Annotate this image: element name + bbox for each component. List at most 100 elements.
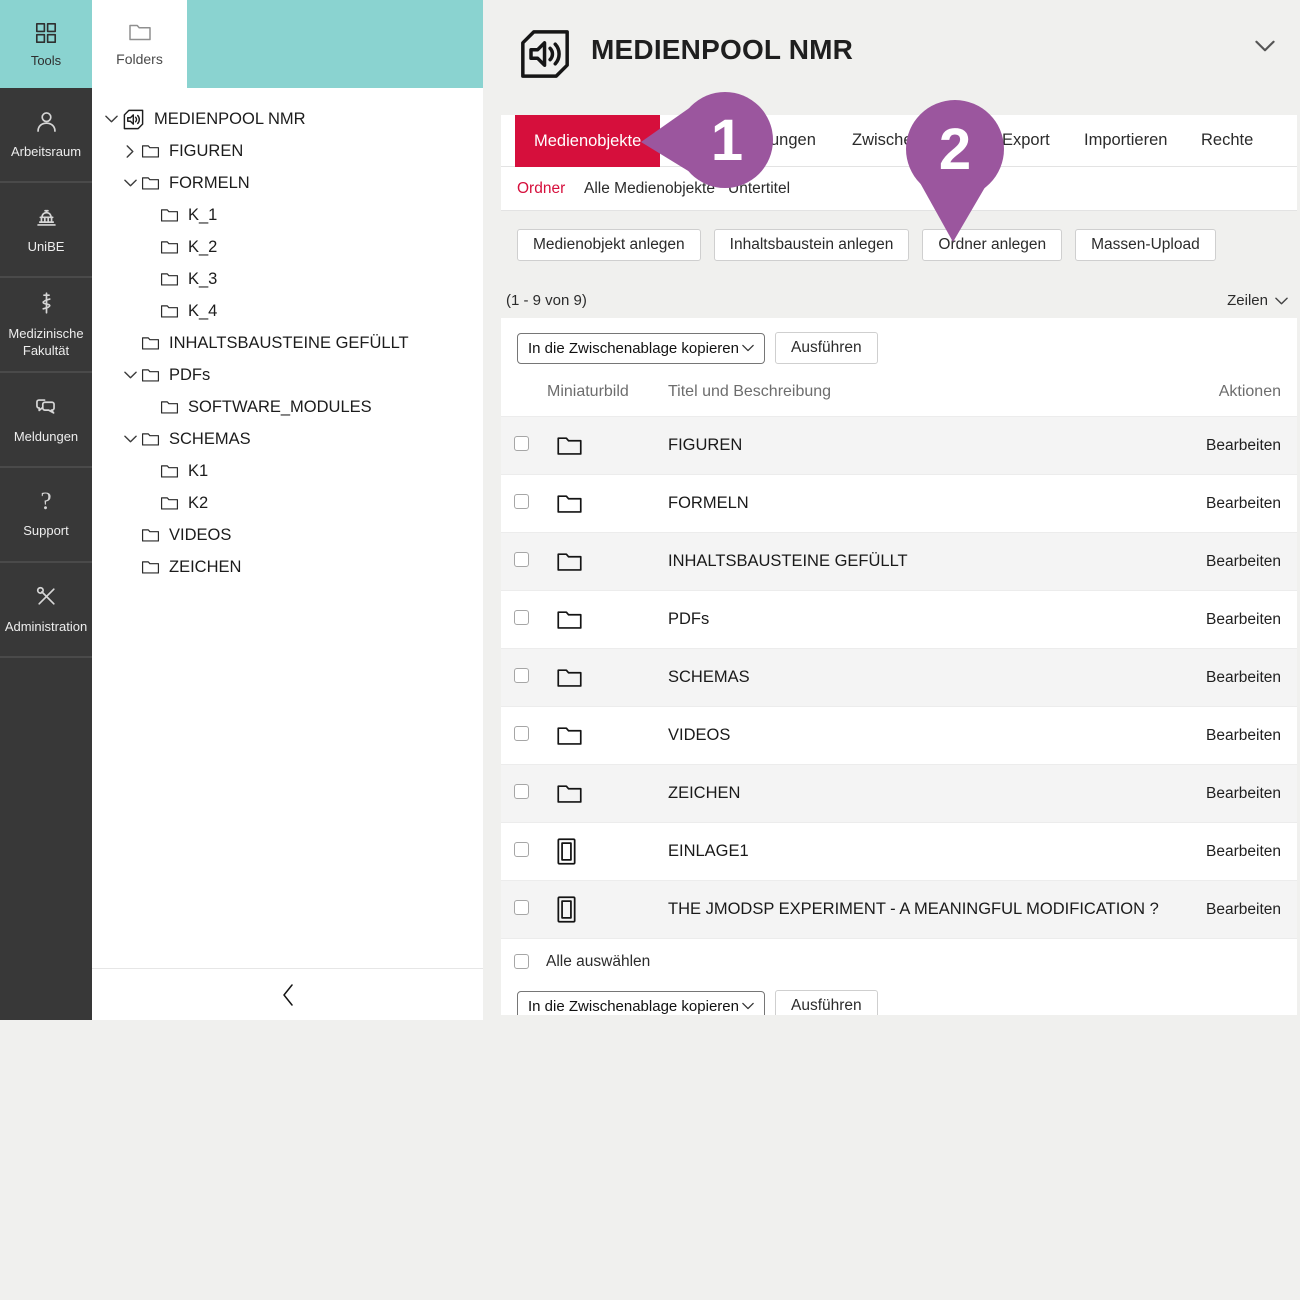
folder-icon — [160, 399, 179, 415]
select-all-checkbox[interactable] — [514, 954, 529, 969]
sidebar-item-tools[interactable]: Tools — [0, 0, 92, 88]
tab-importieren[interactable]: Importieren — [1084, 131, 1168, 149]
tab-export[interactable]: Export — [1002, 131, 1050, 149]
edit-link[interactable]: Bearbeiten — [1206, 900, 1281, 918]
execute-button-bottom[interactable]: Ausführen — [775, 990, 878, 1015]
edit-link[interactable]: Bearbeiten — [1206, 436, 1281, 454]
sidebar-item-arbeitsraum[interactable]: Arbeitsraum — [0, 88, 92, 183]
folder-icon — [160, 239, 179, 255]
row-title-cell: PDFs — [668, 610, 1206, 629]
bulk-action-select[interactable]: In die Zwischenablage kopieren — [517, 332, 765, 364]
row-checkbox[interactable] — [514, 493, 529, 509]
chevron-down-icon[interactable] — [119, 435, 141, 443]
tree-item-k2[interactable]: K2 — [92, 487, 483, 519]
inhaltsbaustein-anlegen-button[interactable]: Inhaltsbaustein anlegen — [713, 229, 910, 261]
row-actions-cell: Bearbeiten — [1206, 437, 1297, 455]
sidebar-item-medizinische-fakult-t[interactable]: Medizinische Fakultät — [0, 278, 92, 373]
tree-item-k-4[interactable]: K_4 — [92, 295, 483, 327]
edit-link[interactable]: Bearbeiten — [1206, 610, 1281, 628]
chevron-down-icon[interactable] — [119, 371, 141, 379]
table-row: ZEICHEN Bearbeiten — [501, 764, 1297, 822]
folder-icon — [547, 608, 668, 631]
tree-item-label: PDFs — [169, 365, 211, 384]
tab-ungen[interactable]: ungen — [770, 131, 816, 149]
row-actions-cell: Bearbeiten — [1206, 843, 1297, 861]
sidebar-item-unibe[interactable]: UniBE — [0, 183, 92, 278]
row-checkbox[interactable] — [514, 609, 529, 625]
tree-item-software-modules[interactable]: SOFTWARE_MODULES — [92, 391, 483, 423]
row-actions-cell: Bearbeiten — [1206, 553, 1297, 571]
row-checkbox[interactable] — [514, 899, 529, 915]
row-title-cell: THE JMODSP EXPERIMENT - A MEANINGFUL MOD… — [668, 900, 1206, 919]
edit-link[interactable]: Bearbeiten — [1206, 668, 1281, 686]
execute-button[interactable]: Ausführen — [775, 332, 878, 364]
row-checkbox[interactable] — [514, 725, 529, 741]
row-thumbnail-cell — [546, 492, 668, 515]
row-thumbnail-cell — [546, 782, 668, 805]
row-title: PDFs — [668, 610, 710, 628]
tab-zwische[interactable]: Zwische — [852, 131, 913, 149]
tree-item-k1[interactable]: K1 — [92, 455, 483, 487]
tree-item-k-3[interactable]: K_3 — [92, 263, 483, 295]
row-checkbox[interactable] — [514, 551, 529, 567]
row-title: FORMELN — [668, 494, 749, 512]
tab-rechte[interactable]: Rechte — [1201, 131, 1254, 149]
folder-icon — [547, 724, 668, 747]
svg-text:2: 2 — [939, 117, 971, 182]
grid-icon — [33, 20, 59, 46]
tree-item-inhaltsbausteine-gef-llt[interactable]: INHALTSBAUSTEINE GEFÜLLT — [92, 327, 483, 359]
rows-control[interactable]: Zeilen — [1227, 292, 1288, 309]
tree-item-label: SCHEMAS — [169, 429, 251, 448]
edit-link[interactable]: Bearbeiten — [1206, 784, 1281, 802]
sidebar-item-meldungen[interactable]: Meldungen — [0, 373, 92, 468]
sidebar-item-label: UniBE — [27, 239, 65, 255]
subtab-ordner[interactable]: Ordner — [517, 179, 566, 197]
tree-item-medienpool-nmr[interactable]: MEDIENPOOL NMR — [92, 103, 483, 135]
tree-item-pdfs[interactable]: PDFs — [92, 359, 483, 391]
table-row: PDFs Bearbeiten — [501, 590, 1297, 648]
sidebar-item-administration[interactable]: Administration — [0, 563, 92, 658]
tree-item-zeichen[interactable]: ZEICHEN — [92, 551, 483, 583]
tree-item-k-1[interactable]: K_1 — [92, 199, 483, 231]
chevron-down-icon — [742, 1002, 754, 1010]
tree-item-label: K_4 — [188, 301, 218, 320]
table-row: VIDEOS Bearbeiten — [501, 706, 1297, 764]
sidebar-item-label: Tools — [30, 53, 62, 68]
tree-item-formeln[interactable]: FORMELN — [92, 167, 483, 199]
row-title-cell: VIDEOS — [668, 726, 1206, 745]
tab-medienobjekte[interactable]: Medienobjekte — [515, 115, 661, 167]
tab-bar: Medienobjekte ungen Zwische Export Importier… — [501, 115, 1297, 167]
ordner-anlegen-button[interactable]: Ordner anlegen — [922, 229, 1063, 261]
row-checkbox[interactable] — [514, 841, 529, 857]
tree-item-schemas[interactable]: SCHEMAS — [92, 423, 483, 455]
chevron-right-icon[interactable] — [119, 144, 141, 158]
subtab-alle-medienobjekte[interactable]: Alle Medienobjekte — [584, 179, 715, 197]
row-checkbox[interactable] — [514, 435, 529, 451]
row-actions-cell: Bearbeiten — [1206, 495, 1297, 513]
edit-link[interactable]: Bearbeiten — [1206, 552, 1281, 570]
tree-item-videos[interactable]: VIDEOS — [92, 519, 483, 551]
page-title: MEDIENPOOL NMR — [591, 34, 854, 65]
edit-link[interactable]: Bearbeiten — [1206, 494, 1281, 512]
tree-item-label: K_3 — [188, 269, 218, 288]
tree-item-k-2[interactable]: K_2 — [92, 231, 483, 263]
row-checkbox[interactable] — [514, 783, 529, 799]
chevron-down-icon[interactable] — [1255, 40, 1275, 52]
chevron-down-icon[interactable] — [100, 115, 122, 123]
panel-header-fill — [187, 0, 483, 88]
row-checkbox[interactable] — [514, 667, 529, 683]
tab-folders[interactable]: Folders — [92, 0, 187, 88]
collapse-panel-button[interactable] — [92, 968, 483, 1020]
row-actions-cell: Bearbeiten — [1206, 611, 1297, 629]
medienobjekt-anlegen-button[interactable]: Medienobjekt anlegen — [517, 229, 701, 261]
edit-link[interactable]: Bearbeiten — [1206, 726, 1281, 744]
tree-item-figuren[interactable]: FIGUREN — [92, 135, 483, 167]
bulk-action-select-bottom[interactable]: In die Zwischenablage kopieren — [517, 990, 765, 1015]
main-content: MEDIENPOOL NMR Medienobjekte ungen Zwische… — [501, 0, 1297, 1015]
folder-icon — [547, 434, 668, 457]
chevron-down-icon[interactable] — [119, 179, 141, 187]
massen-upload-button[interactable]: Massen-Upload — [1075, 229, 1216, 261]
edit-link[interactable]: Bearbeiten — [1206, 842, 1281, 860]
sidebar-item-support[interactable]: ? Support — [0, 468, 92, 563]
medical-staff-icon — [33, 290, 60, 317]
